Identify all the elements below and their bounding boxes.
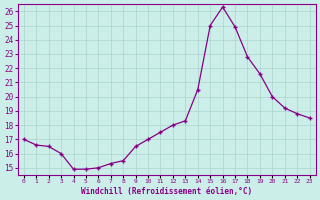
- X-axis label: Windchill (Refroidissement éolien,°C): Windchill (Refroidissement éolien,°C): [81, 187, 252, 196]
